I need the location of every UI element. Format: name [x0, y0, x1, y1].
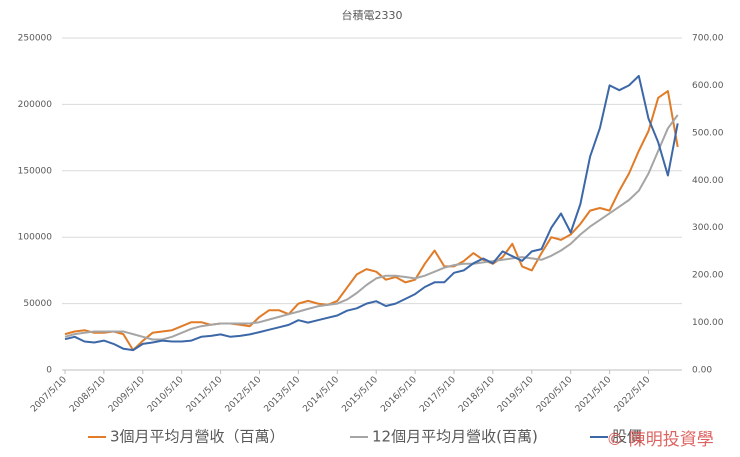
legend-label: 3個月平均月營收（百萬） [110, 428, 285, 446]
legend-label: 12個月平均月營收(百萬) [372, 428, 538, 446]
y-tick-label: 200000 [18, 100, 53, 110]
y-tick-label: 100000 [18, 233, 53, 243]
legend-label: 股價 [612, 428, 642, 446]
series-line [64, 74, 679, 352]
chart-title: 台積電2330 [342, 8, 403, 22]
y2-tick-label: 500.00 [692, 128, 724, 138]
y2-tick-label: 400.00 [692, 176, 724, 186]
y2-tick-label: 100.00 [692, 318, 724, 328]
y-tick-label: 150000 [18, 166, 53, 176]
y2-tick-label: 600.00 [692, 81, 724, 91]
series-line [64, 114, 679, 341]
y2-tick-label: 0.00 [692, 366, 712, 376]
y-tick-label: 0 [46, 366, 52, 376]
y-tick-label: 50000 [23, 299, 52, 309]
series-line [64, 90, 679, 352]
y2-tick-label: 200.00 [692, 271, 724, 281]
watermark: © 陳明投資學 [606, 430, 713, 450]
y-tick-label: 250000 [18, 34, 53, 44]
y2-tick-label: 700.00 [692, 34, 724, 44]
y2-tick-label: 300.00 [692, 223, 724, 233]
